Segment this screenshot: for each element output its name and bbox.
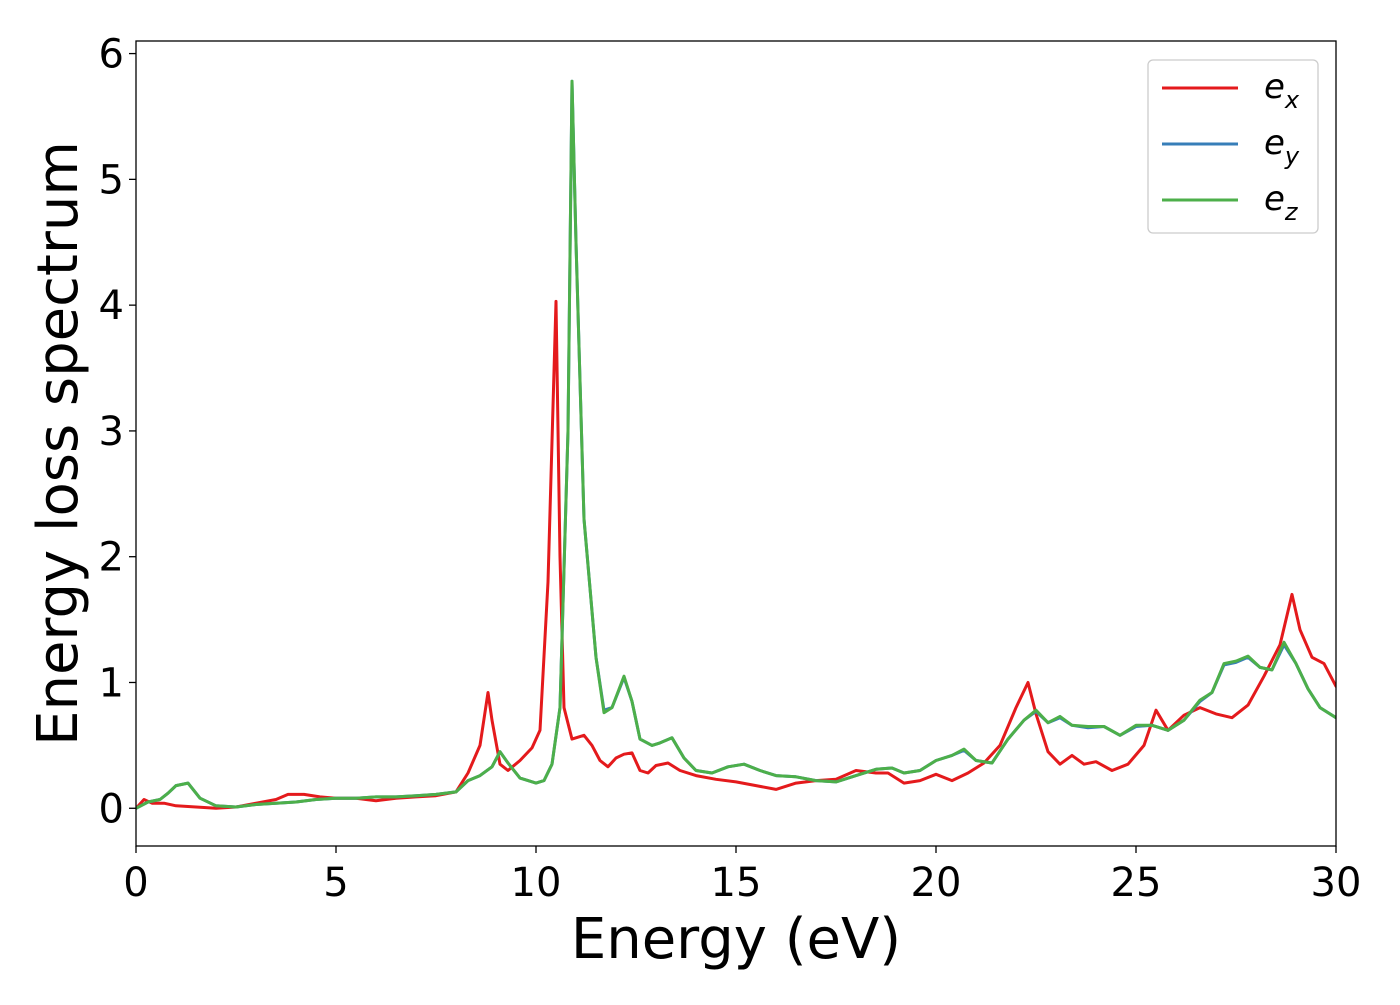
y-tick-label: 0 (99, 786, 124, 832)
x-tick-label: 15 (711, 860, 762, 906)
series-line-e-z (136, 79, 1336, 810)
y-tick-label: 3 (99, 409, 124, 455)
series-line-e-x (136, 299, 1336, 810)
legend-label-subscript: x (1284, 86, 1300, 114)
x-axis-ticks: 0 5 10 15 20 25 30 (123, 846, 1361, 906)
legend-label: ex (1264, 67, 1300, 114)
x-axis-title: Energy (eV) (571, 907, 901, 972)
legend-item-e-z: ez (1162, 179, 1299, 226)
y-axis-title: Energy loss spectrum (26, 141, 91, 746)
x-tick-label: 5 (323, 860, 348, 906)
legend-item-e-x: ex (1162, 67, 1300, 114)
plot-lines (136, 79, 1336, 810)
legend-label-subscript: y (1284, 142, 1300, 170)
legend-label: ez (1264, 179, 1299, 226)
x-tick-label: 10 (511, 860, 562, 906)
y-tick-label: 2 (99, 535, 124, 581)
legend-label-base: e (1264, 67, 1285, 107)
y-axis-ticks: 0 1 2 3 4 5 6 (99, 32, 136, 832)
x-tick-label: 0 (123, 860, 148, 906)
legend-label: ey (1264, 123, 1300, 170)
legend-item-e-y: ey (1162, 123, 1300, 170)
x-tick-label: 30 (1311, 860, 1362, 906)
x-tick-label: 25 (1111, 860, 1162, 906)
y-tick-label: 1 (99, 660, 124, 706)
legend-label-base: e (1264, 123, 1285, 163)
y-tick-label: 5 (99, 157, 124, 203)
x-tick-label: 20 (911, 860, 962, 906)
legend-label-subscript: z (1284, 198, 1299, 226)
y-tick-label: 6 (99, 32, 124, 78)
legend-label-base: e (1264, 179, 1285, 219)
legend-box (1147, 59, 1319, 234)
y-tick-label: 4 (99, 283, 124, 329)
